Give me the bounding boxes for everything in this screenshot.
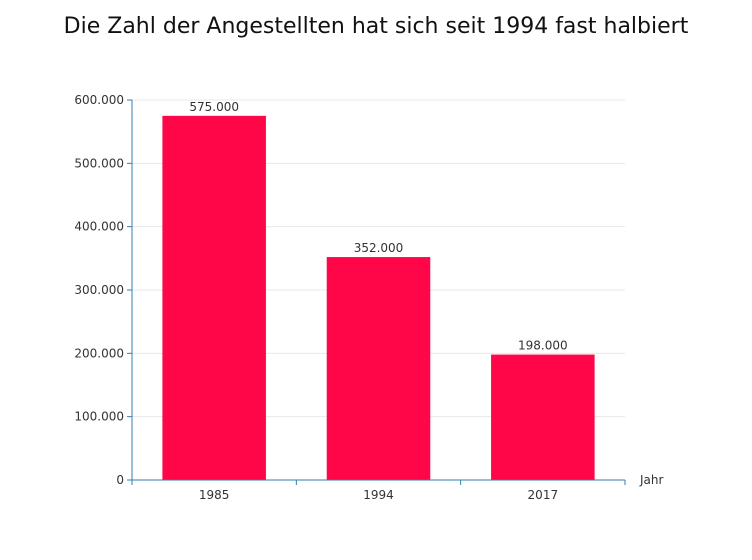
labels: 0 100.000 200.000 300.000 400.000 500.000 600.… — [74, 93, 663, 502]
x-tick-label-1985: 1985 — [199, 488, 230, 502]
data-label-1994: 352.000 — [354, 241, 404, 255]
y-tick-label: 500.000 — [74, 156, 124, 170]
y-tick-label: 100.000 — [74, 410, 124, 424]
y-tick-label: 0 — [116, 473, 124, 487]
x-axis-label: Jahr — [639, 473, 663, 487]
x-tick-label-1994: 1994 — [363, 488, 394, 502]
bar-1994 — [326, 257, 431, 480]
bars — [162, 115, 595, 480]
y-tick-label: 300.000 — [74, 283, 124, 297]
bar-1985 — [162, 115, 266, 480]
axes — [127, 99, 626, 485]
bar-2017 — [491, 354, 595, 480]
chart-title: Die Zahl der Angestellten hat sich seit … — [63, 14, 689, 39]
data-label-2017: 198.000 — [518, 339, 568, 353]
y-tick-label: 400.000 — [74, 220, 124, 234]
y-tick-label: 200.000 — [74, 346, 124, 360]
data-label-1985: 575.000 — [189, 100, 239, 114]
x-tick-label-2017: 2017 — [528, 488, 559, 502]
y-tick-label: 600.000 — [74, 93, 124, 107]
